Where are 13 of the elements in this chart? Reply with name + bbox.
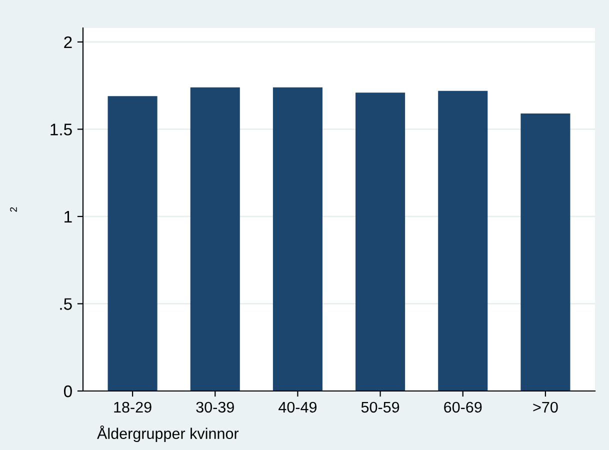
y-tick-label: .5 bbox=[60, 298, 72, 310]
y-axis-title: 2 bbox=[10, 207, 17, 212]
y-tick-label: 0 bbox=[64, 385, 72, 398]
y-tick-label: 2 bbox=[64, 36, 72, 48]
x-tick-label: 50-59 bbox=[361, 402, 400, 413]
x-tick-label: 60-69 bbox=[444, 402, 482, 413]
x-tick-label: >70 bbox=[533, 402, 558, 413]
y-tick-label: 1.5 bbox=[50, 124, 72, 136]
x-tick-label: 18-29 bbox=[114, 402, 152, 413]
x-tick-label: 30-39 bbox=[196, 402, 234, 413]
x-tick-label: 40-49 bbox=[278, 402, 317, 413]
x-axis-title: Åldergrupper kvinnor bbox=[97, 425, 239, 442]
y-tick-label: 1 bbox=[64, 211, 72, 223]
